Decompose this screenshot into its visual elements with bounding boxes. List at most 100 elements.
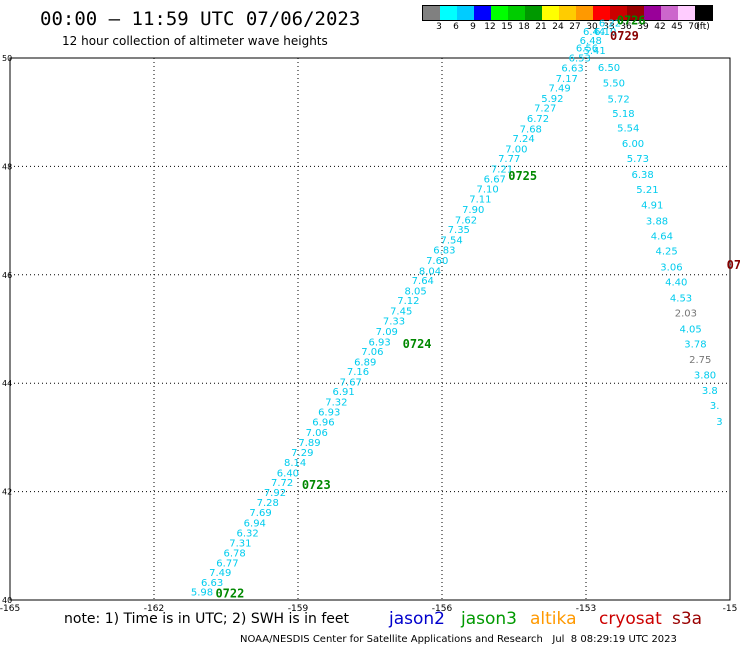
legend-label: 21 xyxy=(535,22,547,32)
mission-cryosat: cryosat xyxy=(599,609,662,629)
legend-label: (ft) xyxy=(696,22,710,32)
wave-height-point: 7.10 xyxy=(476,184,498,195)
plot-frame xyxy=(9,57,731,601)
wave-height-point: 6.96 xyxy=(312,417,334,428)
mission-jason3: jason3 xyxy=(461,609,517,629)
x-tick-label: -165 xyxy=(0,604,20,614)
wave-height-point: 7.67 xyxy=(340,377,362,388)
wave-height-point: 8.04 xyxy=(419,266,441,277)
page-subtitle: 12 hour collection of altimeter wave hei… xyxy=(62,34,328,48)
wave-height-point: 6.91 xyxy=(332,387,354,398)
legend-swatch xyxy=(627,6,644,20)
wave-height-point: 7.31 xyxy=(229,538,251,549)
legend-label: 30 xyxy=(586,22,598,32)
legend-swatch xyxy=(593,6,610,20)
legend-label: 24 xyxy=(552,22,564,32)
wave-height-point: 7.28 xyxy=(257,498,279,509)
wave-height-point: 6.67 xyxy=(484,175,506,186)
legend-swatch xyxy=(559,6,576,20)
legend-label: 36 xyxy=(620,22,632,32)
wave-height-point: 5.98 xyxy=(191,588,213,599)
wave-height-point: 3 xyxy=(716,417,722,428)
legend-swatch xyxy=(423,6,440,20)
wave-height-point: 7.90 xyxy=(462,205,484,216)
wave-height-point: 5.21 xyxy=(636,185,658,196)
mission-jason2: jason2 xyxy=(389,609,445,629)
time-label: 0729 xyxy=(610,29,639,43)
wave-height-point: 7.68 xyxy=(520,124,542,135)
wave-height-point: 7.17 xyxy=(556,74,578,85)
wave-height-point: 7.12 xyxy=(397,296,419,307)
wave-height-point: 7.11 xyxy=(469,195,491,206)
legend-label: 15 xyxy=(501,22,513,32)
legend-swatch xyxy=(491,6,508,20)
wave-height-point: 7.35 xyxy=(448,225,470,236)
wave-height-point: 3.80 xyxy=(694,370,716,381)
legend-label: 39 xyxy=(637,22,649,32)
wave-height-point: 7.49 xyxy=(209,568,231,579)
wave-height-point: 6.32 xyxy=(236,529,258,540)
wave-height-point: 6.50 xyxy=(598,63,620,74)
legend-label: 6 xyxy=(453,22,459,32)
time-label: 07 xyxy=(727,258,740,272)
wave-height-point: 3.88 xyxy=(646,216,668,227)
wave-height-point: 7.21 xyxy=(491,164,513,175)
wave-height-point: 6.63 xyxy=(561,64,583,75)
wave-height-point: 7.09 xyxy=(376,327,398,338)
legend-swatch xyxy=(542,6,559,20)
wave-height-point: 5.54 xyxy=(617,124,639,135)
y-tick-label: 46 xyxy=(2,271,12,280)
legend-label: 12 xyxy=(484,22,496,32)
wave-height-point: 7.69 xyxy=(249,508,271,519)
wave-height-point: 7.49 xyxy=(548,84,570,95)
wave-height-point: 7.45 xyxy=(390,306,412,317)
mission-s3a: s3a xyxy=(672,609,703,629)
y-tick-label: 42 xyxy=(2,488,12,497)
wave-height-point: 4.05 xyxy=(680,324,702,335)
wave-height-point: 4.53 xyxy=(670,293,692,304)
page-title: 00:00 – 11:59 UTC 07/06/2023 xyxy=(40,8,361,30)
wave-height-point: 3.78 xyxy=(684,339,706,350)
wave-height-point: 6.53 xyxy=(569,53,591,64)
wave-height-point: 6.10 xyxy=(594,27,616,38)
time-label: 0722 xyxy=(215,586,244,600)
x-tick-label: -156 xyxy=(432,604,453,614)
wave-height-point: 6.56 xyxy=(576,43,598,54)
wave-height-point: 4.25 xyxy=(656,247,678,258)
legend-label: 33 xyxy=(603,22,615,32)
wave-height-point: 4.64 xyxy=(651,232,673,243)
x-tick-label: -15 xyxy=(723,604,738,614)
legend-swatch xyxy=(525,6,542,20)
wave-height-point: 5.92 xyxy=(541,94,563,105)
wave-height-point: 7.54 xyxy=(440,235,462,246)
credit-line: NOAA/NESDIS Center for Satellite Applica… xyxy=(240,634,677,645)
wave-height-point: 6.93 xyxy=(368,337,390,348)
wave-height-point: 2.75 xyxy=(689,355,711,366)
wave-height-point: 7.60 xyxy=(426,256,448,267)
wave-height-point: 7.64 xyxy=(412,276,434,287)
legend-swatch xyxy=(678,6,695,20)
legend-swatch xyxy=(508,6,525,20)
wave-height-point: 7.72 xyxy=(271,478,293,489)
legend-swatch xyxy=(457,6,474,20)
legend-label: 45 xyxy=(671,22,683,32)
y-tick-label: 48 xyxy=(2,162,12,171)
wave-height-point: 6.40 xyxy=(277,468,299,479)
wave-height-point: 6.38 xyxy=(632,170,654,181)
wave-height-point: 6.83 xyxy=(433,246,455,257)
wave-height-point: 3.06 xyxy=(660,262,682,273)
wave-height-point: 6.44 xyxy=(583,27,605,38)
wave-height-point: 4.40 xyxy=(665,278,687,289)
wave-height-point: 7.77 xyxy=(498,154,520,165)
legend-label: 42 xyxy=(654,22,666,32)
wave-height-point: 6.89 xyxy=(354,357,376,368)
time-label: 0724 xyxy=(403,337,432,351)
legend-label: 27 xyxy=(569,22,581,32)
x-tick-label: -159 xyxy=(288,604,309,614)
legend-swatch xyxy=(576,6,593,20)
wave-height-point: 7.62 xyxy=(455,215,477,226)
wave-height-point: 5.72 xyxy=(608,94,630,105)
wave-height-point: 5.18 xyxy=(612,109,634,120)
